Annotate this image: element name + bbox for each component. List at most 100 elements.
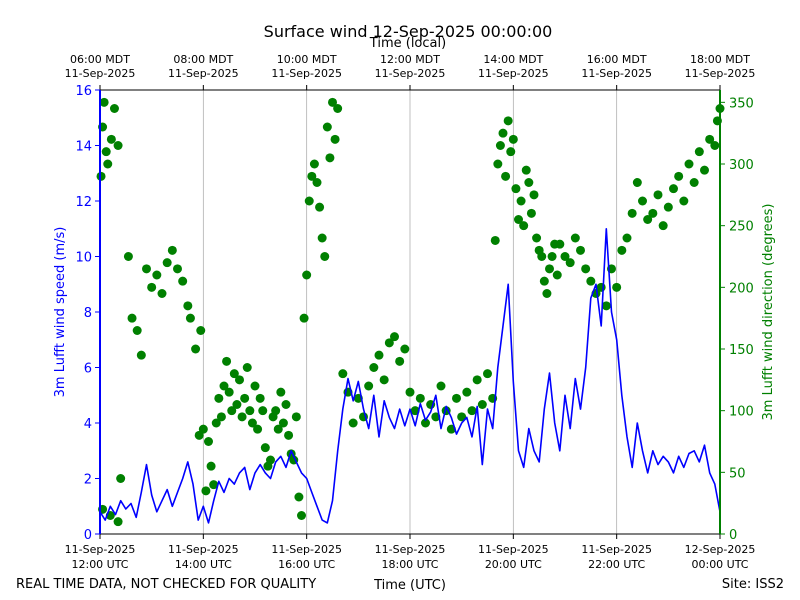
direction-point: [511, 184, 521, 194]
direction-point: [271, 406, 281, 416]
direction-point: [328, 97, 337, 107]
top-tick-label-date: 11-Sep-2025: [581, 67, 652, 80]
direction-point: [643, 215, 653, 224]
x-tick-label-date: 11-Sep-2025: [65, 543, 136, 556]
direction-point: [632, 178, 642, 187]
direction-point: [648, 208, 658, 218]
direction-point: [679, 196, 689, 206]
direction-point: [106, 134, 116, 144]
y-right-tick-label: 350: [729, 96, 754, 111]
top-tick-label-time: 08:00 MDT: [173, 53, 233, 66]
direction-point: [415, 393, 425, 403]
direction-point: [565, 258, 575, 268]
direction-point: [136, 350, 146, 360]
direction-point: [204, 437, 213, 446]
top-tick-label-time: 06:00 MDT: [70, 53, 130, 66]
direction-point: [532, 233, 542, 243]
quality-warning: REAL TIME DATA, NOT CHECKED FOR QUALITY: [16, 577, 316, 592]
direction-point: [152, 270, 162, 280]
top-tick-label-date: 11-Sep-2025: [478, 67, 549, 80]
direction-point: [315, 202, 325, 212]
x-tick-label-date: 11-Sep-2025: [168, 543, 239, 556]
direction-point: [206, 461, 216, 471]
direction-point: [325, 153, 335, 163]
direction-point: [452, 393, 461, 403]
direction-point: [421, 418, 430, 428]
direction-point: [348, 418, 358, 428]
direction-point: [242, 363, 252, 372]
x-tick-label-time: 00:00 UTC: [691, 558, 748, 571]
top-tick-label-time: 12:00 MDT: [380, 53, 440, 66]
direction-point: [384, 338, 394, 348]
y-right-tick-label: 100: [729, 405, 754, 420]
x-tick-label-date: 11-Sep-2025: [478, 543, 549, 556]
direction-point: [581, 264, 591, 274]
top-tick-label-date: 11-Sep-2025: [375, 67, 446, 80]
direction-point: [405, 387, 415, 397]
direction-point: [526, 208, 536, 218]
direction-point: [142, 264, 151, 274]
top-axis-title: Time (local): [369, 36, 446, 51]
y-left-tick-label: 16: [75, 84, 92, 99]
direction-point: [162, 258, 172, 268]
direction-point: [552, 270, 562, 280]
x-tick-label-time: 20:00 UTC: [485, 558, 542, 571]
direction-point: [211, 418, 221, 428]
y-right-tick-label: 150: [729, 343, 754, 358]
grid-layer: [99, 90, 721, 534]
y-right-tick-label: 50: [729, 466, 746, 481]
direction-point: [183, 301, 193, 311]
direction-point: [501, 171, 511, 181]
speed-series: [99, 228, 721, 524]
direction-point: [495, 141, 505, 150]
direction-series: [96, 97, 725, 527]
direction-point: [304, 196, 314, 206]
direction-point: [109, 104, 119, 113]
site-label: Site: ISS2: [722, 577, 784, 592]
direction-point: [462, 387, 472, 397]
top-tick-label-date: 11-Sep-2025: [168, 67, 239, 80]
direction-point: [260, 443, 270, 453]
direction-point: [227, 406, 237, 416]
direction-point: [132, 326, 142, 335]
direction-point: [235, 375, 244, 385]
direction-point: [596, 282, 606, 292]
axes-layer: 11-Sep-2025 12:00 UTC 11-Sep-2025 14:00 UTC…: [65, 53, 756, 571]
direction-point: [547, 252, 557, 261]
y-left-tick-label: 14: [75, 140, 92, 155]
direction-point: [198, 424, 208, 434]
left-axis-title: 3m Lufft wind speed (m/s): [53, 227, 68, 398]
direction-point: [560, 252, 570, 261]
direction-point: [157, 289, 167, 298]
direction-point: [374, 350, 384, 360]
direction-point: [612, 282, 622, 292]
top-tick-label-time: 18:00 MDT: [690, 53, 750, 66]
direction-point: [258, 406, 268, 416]
direction-point: [400, 344, 410, 354]
direction-point: [472, 375, 482, 385]
direction-point: [255, 393, 265, 403]
direction-point: [302, 270, 312, 280]
direction-point: [658, 221, 668, 231]
top-tick-label-date: 11-Sep-2025: [271, 67, 342, 80]
chart-title: Surface wind 12-Sep-2025 00:00:00: [264, 22, 553, 41]
direction-point: [364, 381, 374, 391]
direction-point: [694, 147, 704, 157]
direction-point: [705, 134, 715, 144]
direction-point: [576, 245, 585, 255]
direction-point: [123, 252, 133, 261]
direction-point: [232, 400, 242, 409]
x-tick-label-date: 12-Sep-2025: [685, 543, 756, 556]
direction-point: [307, 171, 317, 181]
direction-point: [99, 97, 109, 107]
direction-point: [297, 511, 306, 520]
direction-point: [201, 486, 211, 496]
direction-point: [601, 301, 611, 311]
direction-point: [542, 289, 552, 298]
direction-point: [514, 215, 523, 224]
direction-point: [247, 418, 257, 428]
direction-point: [490, 235, 500, 245]
direction-point: [330, 134, 340, 144]
direction-point: [545, 264, 554, 274]
